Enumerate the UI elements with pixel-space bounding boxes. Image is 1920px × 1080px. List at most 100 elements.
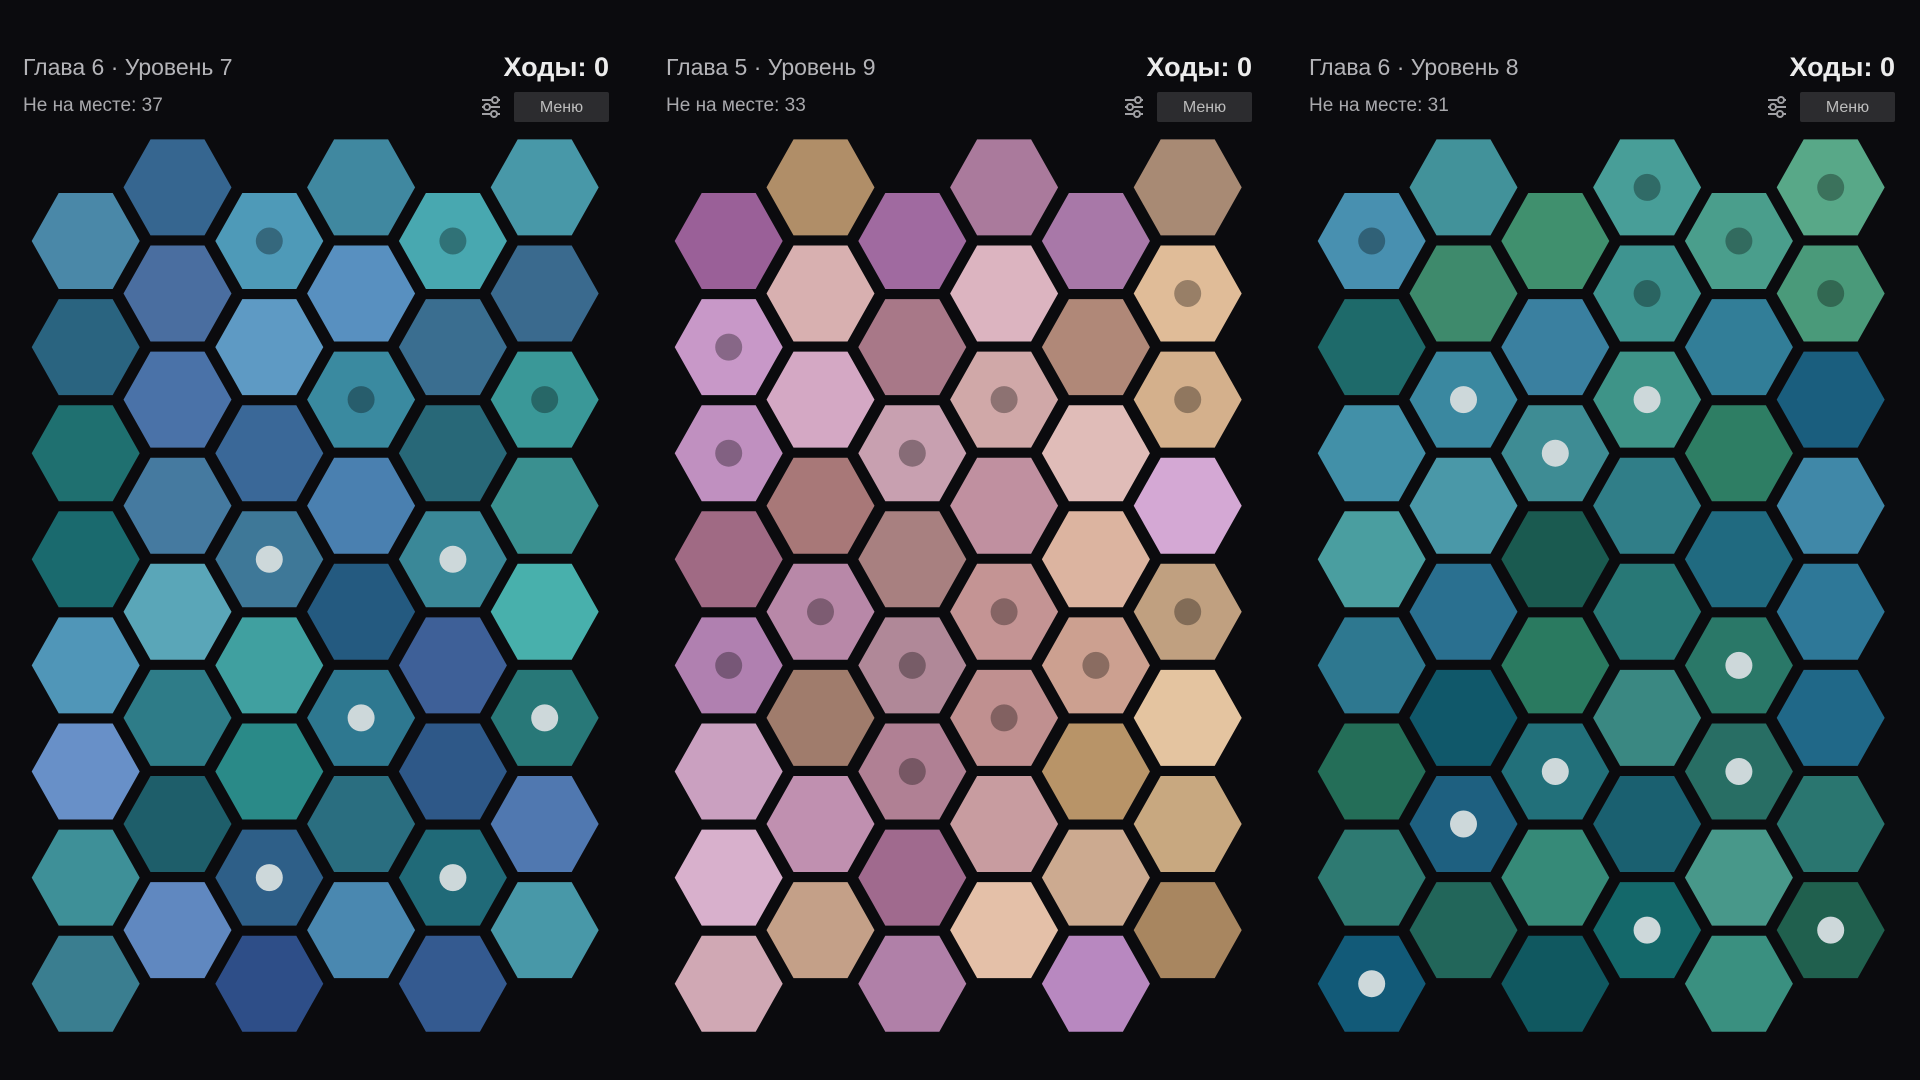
hex-tile[interactable] — [1317, 299, 1426, 396]
hex-tile[interactable] — [1776, 776, 1885, 872]
hex-tile[interactable] — [1776, 351, 1885, 448]
menu-button[interactable]: Меню — [514, 92, 609, 122]
hex-tile[interactable] — [1776, 139, 1885, 236]
hex-tile[interactable] — [1684, 405, 1793, 502]
hex-tile[interactable] — [398, 405, 507, 502]
hex-tile[interactable] — [490, 457, 599, 554]
hex-tile[interactable] — [1501, 935, 1610, 1032]
hex-tile[interactable] — [1041, 299, 1150, 396]
hex-tile[interactable] — [1041, 935, 1150, 1032]
hex-tile[interactable] — [1776, 457, 1885, 554]
hex-tile[interactable] — [307, 776, 416, 872]
hex-tile[interactable] — [307, 563, 416, 660]
hex-tile[interactable] — [1041, 723, 1150, 820]
hex-tile[interactable] — [398, 193, 507, 289]
hex-tile[interactable] — [307, 457, 416, 554]
hex-tile[interactable] — [215, 617, 324, 714]
hex-tile[interactable] — [490, 245, 599, 342]
hex-tile[interactable] — [215, 723, 324, 820]
hex-tile[interactable] — [674, 299, 783, 396]
hex-tile[interactable] — [215, 299, 324, 396]
hex-tile[interactable] — [215, 935, 324, 1032]
hex-tile[interactable] — [1593, 139, 1702, 236]
hex-tile[interactable] — [858, 617, 967, 714]
hex-tile[interactable] — [1776, 563, 1885, 660]
hex-tile[interactable] — [674, 405, 783, 502]
hex-tile[interactable] — [1593, 669, 1702, 766]
hex-tile[interactable] — [1133, 882, 1242, 979]
hex-tile[interactable] — [766, 776, 875, 872]
hex-tile[interactable] — [215, 405, 324, 502]
settings-button[interactable] — [482, 96, 500, 118]
hex-tile[interactable] — [1133, 139, 1242, 236]
hex-tile[interactable] — [674, 723, 783, 820]
hex-tile[interactable] — [1317, 829, 1426, 926]
hex-tile[interactable] — [123, 563, 232, 660]
hex-tile[interactable] — [1501, 299, 1610, 396]
hex-tile[interactable] — [31, 511, 140, 608]
menu-button[interactable]: Меню — [1157, 92, 1252, 122]
hex-tile[interactable] — [1041, 617, 1150, 714]
hex-tile[interactable] — [1133, 457, 1242, 554]
hex-tile[interactable] — [307, 882, 416, 979]
hex-tile[interactable] — [398, 617, 507, 714]
hex-tile[interactable] — [123, 245, 232, 342]
menu-button[interactable]: Меню — [1800, 92, 1895, 122]
hex-tile[interactable] — [123, 351, 232, 448]
hex-tile[interactable] — [1684, 511, 1793, 608]
hex-tile[interactable] — [123, 457, 232, 554]
hex-tile[interactable] — [1501, 193, 1610, 289]
hex-tile[interactable] — [858, 935, 967, 1032]
hex-tile[interactable] — [398, 299, 507, 396]
hex-tile[interactable] — [123, 669, 232, 766]
hex-tile[interactable] — [1041, 829, 1150, 926]
hex-tile[interactable] — [1409, 563, 1518, 660]
hex-tile[interactable] — [1317, 511, 1426, 608]
hex-tile[interactable] — [490, 351, 599, 448]
hex-tile[interactable] — [858, 299, 967, 396]
hex-tile[interactable] — [490, 882, 599, 979]
hex-tile[interactable] — [1409, 139, 1518, 236]
hex-tile[interactable] — [31, 617, 140, 714]
hex-tile[interactable] — [1501, 617, 1610, 714]
hex-tile[interactable] — [307, 351, 416, 448]
hex-tile[interactable] — [1041, 405, 1150, 502]
hex-tile[interactable] — [1684, 935, 1793, 1032]
hex-tile[interactable] — [1593, 776, 1702, 872]
hex-tile[interactable] — [1317, 193, 1426, 289]
hex-tile[interactable] — [1317, 723, 1426, 820]
hex-tile[interactable] — [1133, 245, 1242, 342]
hex-tile[interactable] — [31, 935, 140, 1032]
hex-tile[interactable] — [766, 882, 875, 979]
hex-tile[interactable] — [1041, 193, 1150, 289]
hex-tile[interactable] — [1593, 563, 1702, 660]
hex-tile[interactable] — [766, 351, 875, 448]
hex-tile[interactable] — [1593, 457, 1702, 554]
hex-tile[interactable] — [1684, 299, 1793, 396]
hex-tile[interactable] — [674, 193, 783, 289]
hex-tile[interactable] — [1317, 617, 1426, 714]
hex-tile[interactable] — [858, 511, 967, 608]
hex-tile[interactable] — [31, 299, 140, 396]
hex-tile[interactable] — [1684, 193, 1793, 289]
hex-tile[interactable] — [307, 245, 416, 342]
hex-tile[interactable] — [490, 139, 599, 236]
hex-tile[interactable] — [950, 669, 1059, 766]
hex-tile[interactable] — [766, 563, 875, 660]
hex-tile[interactable] — [950, 457, 1059, 554]
hex-tile[interactable] — [1409, 882, 1518, 979]
hex-tile[interactable] — [766, 245, 875, 342]
hex-tile[interactable] — [31, 193, 140, 289]
settings-button[interactable] — [1125, 96, 1143, 118]
hex-tile[interactable] — [123, 139, 232, 236]
hex-tile[interactable] — [1041, 511, 1150, 608]
hex-tile[interactable] — [674, 511, 783, 608]
hex-tile[interactable] — [858, 193, 967, 289]
hex-tile[interactable] — [766, 139, 875, 236]
hex-tile[interactable] — [766, 669, 875, 766]
hex-tile[interactable] — [31, 405, 140, 502]
hex-tile[interactable] — [674, 617, 783, 714]
hex-tile[interactable] — [1133, 563, 1242, 660]
hex-tile[interactable] — [858, 405, 967, 502]
hex-tile[interactable] — [950, 351, 1059, 448]
